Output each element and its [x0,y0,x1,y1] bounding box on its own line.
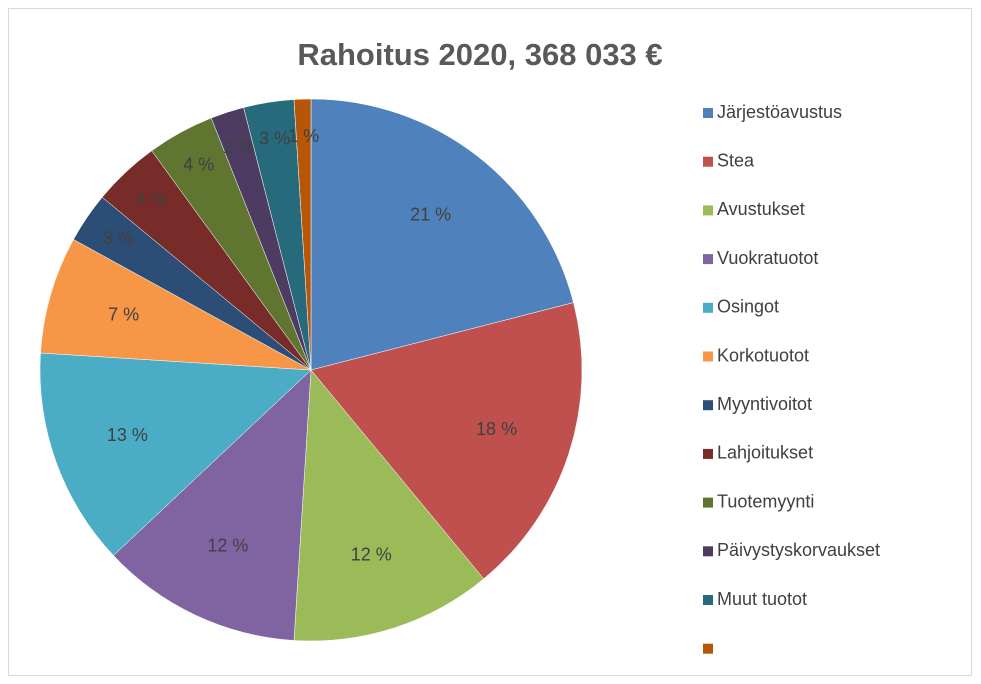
pie-slice [39,352,312,556]
legend-label: Lahjoitukset [717,443,813,463]
pie-slice [293,369,485,642]
data-label: 3 % [259,129,290,149]
data-label: 18 % [476,419,517,439]
legend-marker [703,351,713,362]
legend-marker [703,643,713,654]
legend-marker [703,156,713,167]
chart-title: Rahoitus 2020, 368 033 € [297,37,662,72]
data-label: 12 % [207,535,248,555]
data-label: 7 % [108,304,139,324]
legend-label: Päivystyskorvaukset [717,540,880,560]
legend-marker [703,254,713,265]
legend-marker [703,546,713,557]
legend-marker [703,108,713,118]
data-label: 13 % [107,425,148,445]
legend-marker [703,595,713,605]
legend-label: Avustukset [717,199,805,219]
data-label: 3 % [103,228,134,248]
legend-label: Muut tuotot [717,589,807,609]
pie-slice [310,302,583,580]
legend-label: Myyntivoitot [717,394,812,414]
pie-slice [113,369,312,641]
data-label: 21 % [410,205,451,225]
legend-label: Tuotemyynti [717,491,814,511]
data-label: 1 % [288,126,319,146]
legend-label: Korkotuotot [717,345,809,365]
legend-marker [703,448,713,459]
data-label: 4 % [136,189,167,209]
legend-label: Järjestöavustus [717,102,842,122]
legend-marker [703,400,713,411]
pie-slice [310,98,574,371]
legend-marker [703,302,713,313]
pie-slice [40,239,312,371]
legend-marker [703,205,713,216]
legend-label: Osingot [717,297,779,317]
data-label: 12 % [351,544,392,564]
legend-label: Vuokratuotot [717,248,818,268]
data-label: 2 % [223,137,254,157]
legend-label: Stea [717,150,755,170]
data-label: 4 % [183,155,214,175]
pie-slice [293,98,312,371]
legend-marker [703,497,713,508]
